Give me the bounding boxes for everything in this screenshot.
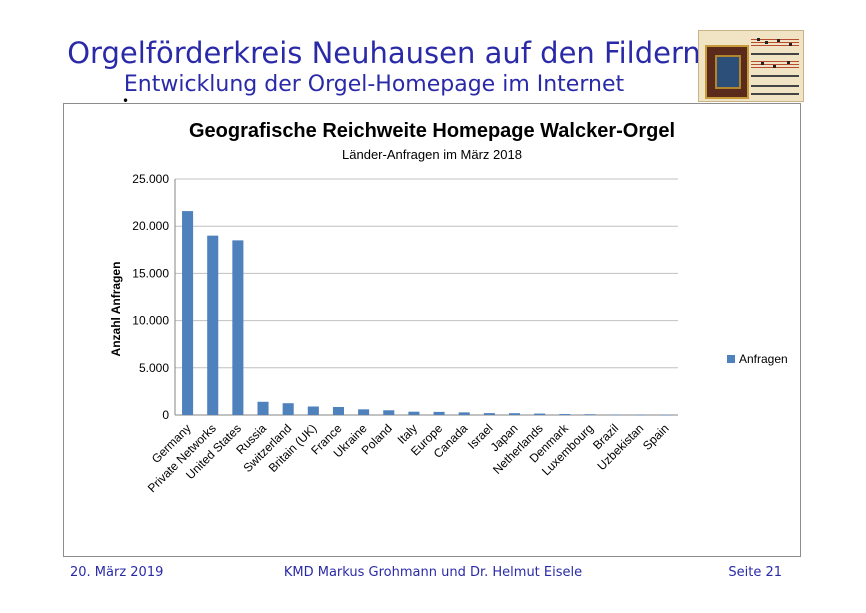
bar-netherlands <box>534 413 546 415</box>
bar-europe <box>433 411 445 415</box>
bar-israel <box>483 413 495 415</box>
footer-page-number: Seite 21 <box>728 565 782 580</box>
bullet-marker: • <box>122 94 130 108</box>
slide-subtitle: Entwicklung der Orgel-Homepage im Intern… <box>123 72 625 97</box>
legend: Anfragen <box>727 352 788 366</box>
bars <box>182 211 671 416</box>
legend-label: Anfragen <box>739 352 788 366</box>
bar-russia <box>257 401 269 415</box>
bar-chart: Geografische Reichweite Homepage Walcker… <box>109 120 788 496</box>
bar-italy <box>408 411 420 415</box>
bar-uzbekistan <box>634 414 646 416</box>
manuscript-illustration <box>698 30 804 102</box>
y-tick-label: 15.000 <box>132 266 169 280</box>
y-tick-label: 20.000 <box>132 219 169 233</box>
bar-private-networks <box>207 235 219 415</box>
y-tick-label: 5.000 <box>139 361 169 375</box>
y-tick-label: 10.000 <box>132 314 169 328</box>
bar-brazil <box>609 414 621 416</box>
bar-ukraine <box>358 409 370 415</box>
y-tick-label: 25.000 <box>132 172 169 186</box>
bar-luxembourg <box>584 414 596 415</box>
bar-switzerland <box>282 403 294 415</box>
bar-denmark <box>559 414 571 415</box>
bar-canada <box>458 412 470 415</box>
bar-britain-uk- <box>307 406 319 415</box>
chart-title: Geografische Reichweite Homepage Walcker… <box>189 120 675 142</box>
slide-title: Orgelförderkreis Neuhausen auf den Filde… <box>67 36 701 70</box>
y-tick-label: 0 <box>162 408 169 422</box>
bar-spain <box>659 414 671 416</box>
footer-authors: KMD Markus Grohmann und Dr. Helmut Eisel… <box>283 565 583 580</box>
bar-united-states <box>232 240 244 415</box>
chart-subtitle: Länder-Anfragen im März 2018 <box>342 147 522 162</box>
y-axis-label: Anzahl Anfragen <box>109 262 123 357</box>
illuminated-initial <box>705 45 749 99</box>
footer-date: 20. März 2019 <box>70 565 164 580</box>
x-tick-label: Spain <box>640 421 672 453</box>
bar-poland <box>383 410 395 415</box>
chart-area: Geografische Reichweite Homepage Walcker… <box>63 103 801 557</box>
bar-japan <box>508 413 521 415</box>
bar-france <box>332 406 345 415</box>
y-axis-ticks: 0 5.000 10.000 15.000 20.000 25.000 <box>132 172 169 422</box>
bar-germany <box>182 211 194 415</box>
gridlines <box>174 178 678 416</box>
legend-swatch <box>727 355 735 363</box>
